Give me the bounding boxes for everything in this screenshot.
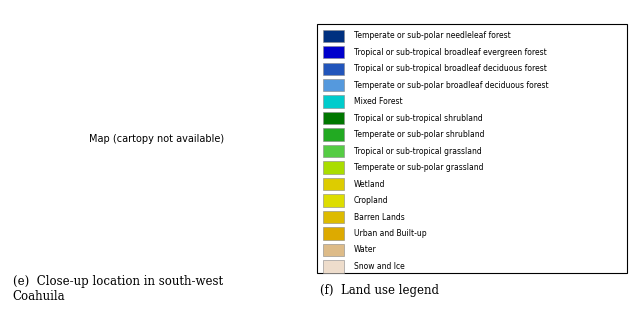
Text: Tropical or sub-tropical shrubland: Tropical or sub-tropical shrubland xyxy=(354,114,483,123)
Bar xyxy=(323,128,344,141)
Text: (f)  Land use legend: (f) Land use legend xyxy=(320,284,439,297)
Bar xyxy=(323,95,344,108)
Bar xyxy=(323,211,344,223)
Bar xyxy=(323,161,344,174)
Text: Mixed Forest: Mixed Forest xyxy=(354,97,403,106)
Bar xyxy=(323,227,344,240)
Bar xyxy=(323,178,344,190)
Bar xyxy=(323,260,344,273)
Text: Wetland: Wetland xyxy=(354,179,385,189)
Text: Temperate or sub-polar shrubland: Temperate or sub-polar shrubland xyxy=(354,130,484,139)
Bar xyxy=(323,145,344,157)
Text: Temperate or sub-polar needleleaf forest: Temperate or sub-polar needleleaf forest xyxy=(354,31,511,40)
Text: Urban and Built-up: Urban and Built-up xyxy=(354,229,427,238)
Text: Water: Water xyxy=(354,246,377,254)
Text: Temperate or sub-polar grassland: Temperate or sub-polar grassland xyxy=(354,163,484,172)
Bar xyxy=(323,194,344,207)
Text: Tropical or sub-tropical broadleaf evergreen forest: Tropical or sub-tropical broadleaf everg… xyxy=(354,48,547,57)
Text: Map (cartopy not available): Map (cartopy not available) xyxy=(89,134,225,144)
Text: Barren Lands: Barren Lands xyxy=(354,212,404,222)
Text: Cropland: Cropland xyxy=(354,196,388,205)
Bar xyxy=(323,63,344,75)
Bar xyxy=(323,79,344,91)
Bar xyxy=(323,244,344,256)
Bar xyxy=(323,46,344,58)
Text: Tropical or sub-tropical grassland: Tropical or sub-tropical grassland xyxy=(354,147,482,155)
FancyBboxPatch shape xyxy=(317,24,627,273)
Text: Snow and Ice: Snow and Ice xyxy=(354,262,404,271)
Text: (e)  Close-up location in south-west
Coahuila: (e) Close-up location in south-west Coah… xyxy=(13,275,223,303)
Text: Temperate or sub-polar broadleaf deciduous forest: Temperate or sub-polar broadleaf deciduo… xyxy=(354,81,548,90)
Text: Tropical or sub-tropical broadleaf deciduous forest: Tropical or sub-tropical broadleaf decid… xyxy=(354,64,547,73)
Bar xyxy=(323,30,344,42)
Bar xyxy=(323,112,344,125)
